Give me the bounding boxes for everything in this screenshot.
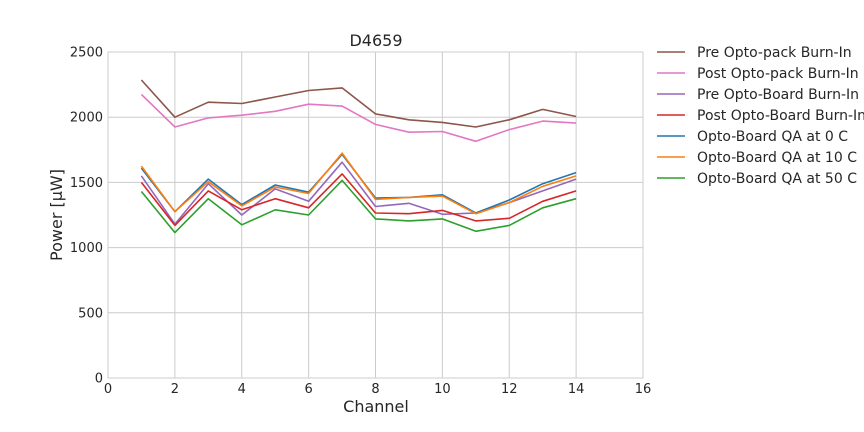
legend-entry-1: Pre Opto-pack Burn-In [697,45,852,61]
series-line-7 [140,179,577,234]
legend-entry-5: Opto-Board QA at 0 C [697,129,848,145]
y-tick-label: 500 [78,306,103,321]
y-tick-labels: 0 500 1000 1500 2000 2500 [70,46,103,387]
y-tick-label: 1000 [70,241,103,256]
x-tick-labels: 0 2 4 6 8 10 12 14 16 [104,382,651,397]
legend-entry-6: Opto-Board QA at 10 C [697,150,857,166]
x-tick-label: 12 [501,382,518,397]
legend-entry-3: Pre Opto-Board Burn-In [697,87,859,103]
x-tick-label: 16 [635,382,652,397]
series-lines [140,79,577,234]
x-axis-label: Channel [343,397,409,416]
y-axis-label: Power [μW] [47,169,66,261]
legend: Pre Opto-pack Burn-In Post Opto-pack Burn… [657,45,864,187]
x-tick-label: 6 [304,382,312,397]
series-line-2 [140,93,577,143]
y-tick-label: 1500 [70,176,103,191]
series-line-1 [140,79,577,128]
x-tick-label: 2 [171,382,179,397]
legend-entry-4: Post Opto-Board Burn-In [697,108,864,124]
legend-entry-7: Opto-Board QA at 50 C [697,171,857,187]
legend-entry-2: Post Opto-pack Burn-In [697,66,859,82]
series-line-4 [140,173,577,227]
x-tick-label: 4 [238,382,246,397]
series-line-6 [140,152,577,215]
x-tick-label: 0 [104,382,112,397]
x-tick-label: 10 [434,382,451,397]
chart-title: D4659 [349,31,402,50]
grid [107,51,644,379]
y-tick-label: 2500 [70,46,103,61]
plot-frame [107,51,644,379]
x-tick-label: 14 [568,382,585,397]
y-tick-label: 2000 [70,111,103,126]
x-tick-label: 8 [371,382,379,397]
y-tick-label: 0 [95,372,103,387]
